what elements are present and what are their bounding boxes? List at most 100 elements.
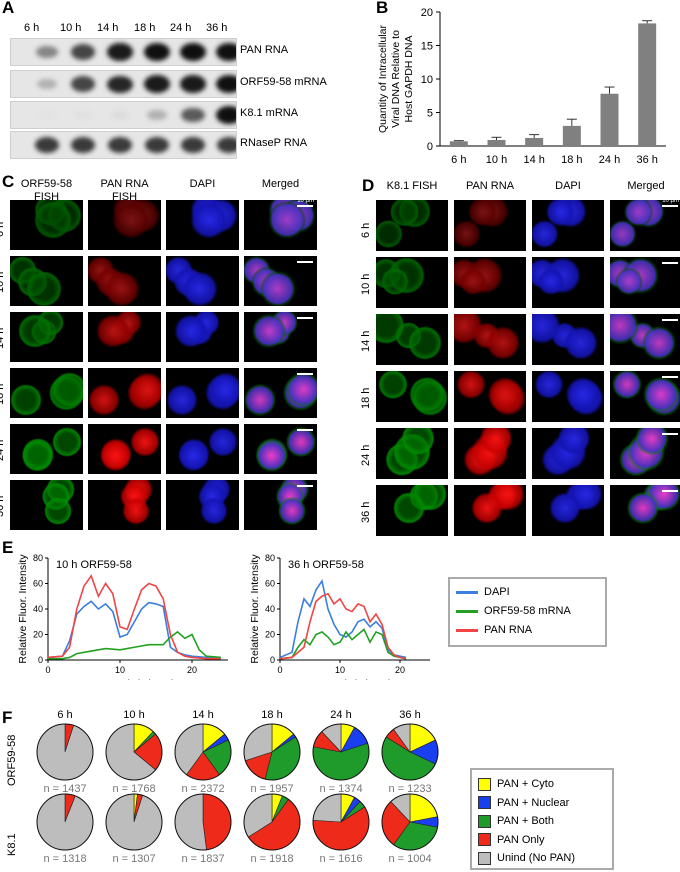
y-tick-label: 60: [265, 579, 275, 589]
blot-band: [144, 137, 170, 153]
microscopy-tile: [454, 200, 526, 251]
pie-chart: [174, 793, 232, 851]
microscopy-tile: [454, 428, 526, 479]
cell: [534, 371, 565, 400]
legend-swatch: [478, 814, 491, 828]
legend-entry: PAN + Nuclear: [478, 795, 569, 811]
pie-row-label: K8.1: [6, 833, 18, 856]
cell: [381, 267, 409, 296]
pie-n-label: n = 1318: [43, 853, 87, 865]
microscopy-tile: [376, 200, 448, 251]
line-legend: DAPI ORF59-58 mRNA PAN RNA: [448, 577, 607, 647]
microscopy-tile: [88, 200, 161, 250]
blot-band: [181, 107, 205, 123]
microscopy-tile: [244, 480, 317, 530]
cell: [200, 496, 229, 526]
microscopy-tile: [376, 314, 448, 365]
cell: [112, 201, 151, 240]
row-label: 14 h: [0, 328, 6, 349]
scale-bar: [662, 319, 678, 321]
blot-band: [144, 43, 170, 61]
blot-timepoint-label: 36 h: [206, 22, 228, 34]
y-tick-label: 5: [427, 108, 433, 120]
column-header: PAN RNA: [465, 180, 515, 192]
microscopy-tile: [166, 424, 239, 474]
microscopy-tile: 10 μm: [244, 200, 317, 250]
scale-bar-label: 10 μm: [297, 200, 314, 204]
cell: [643, 377, 679, 413]
blot-strip: [10, 38, 237, 66]
pie-outline: [312, 723, 370, 781]
cell: [456, 371, 487, 400]
blot-band: [107, 75, 133, 93]
row-label: 6 h: [0, 222, 6, 237]
blot-band: [147, 109, 167, 121]
cell: [564, 326, 598, 360]
cell: [104, 270, 141, 306]
bar-chart-viral-dna: 0 5 10 15 20 Quantity of Intracellular Viral D…: [377, 7, 666, 166]
cell: [10, 383, 43, 416]
y-tick-label: 40: [33, 604, 43, 614]
pie-slice: [202, 793, 232, 851]
cell: [208, 427, 239, 458]
row-label: 14 h: [360, 330, 372, 352]
y-tick-label: 80: [265, 553, 275, 563]
pie-outline: [243, 723, 301, 781]
legend-entry: Unind (No PAN): [478, 850, 575, 866]
blot-timepoint-label: 24 h: [170, 22, 192, 34]
panel-letter-d: D: [362, 176, 375, 195]
chart-title: 10 h ORF59-58: [56, 559, 132, 571]
panel-letter-a: A: [2, 0, 15, 17]
microscopy-tile: [10, 368, 83, 418]
cell: [635, 428, 669, 456]
pie-row-label: ORF59-58: [6, 734, 18, 786]
pie-slice: [174, 793, 207, 851]
pie-n-label: n = 1837: [181, 853, 225, 865]
pie-outline: [381, 723, 439, 781]
legend-label: DAPI: [484, 586, 510, 598]
blot-row-label: ORF59-58 mRNA: [240, 76, 327, 88]
microscopy-tile: [88, 312, 161, 362]
pie-chart: [36, 723, 94, 781]
pie-chart: [105, 793, 163, 851]
column-header: Merged: [261, 178, 300, 190]
blot-band: [216, 106, 236, 124]
cell: [34, 201, 73, 240]
legend-label: PAN + Cyto: [497, 778, 554, 790]
x-tick-label: 0: [277, 665, 282, 675]
microscopy-tile: [10, 424, 83, 474]
pie-timepoint-label: 36 h: [399, 709, 421, 721]
pie-n-label: n = 1307: [112, 853, 156, 865]
microscopy-tile: [88, 256, 161, 306]
legend-swatch: [478, 777, 491, 791]
x-tick-label: 20: [187, 665, 197, 675]
legend-entry: ORF59-58 mRNA: [456, 603, 571, 619]
cell: [88, 383, 121, 416]
legend-swatch: [456, 628, 478, 632]
cell: [129, 371, 161, 407]
y-axis-label: Host GAPDH DNA: [403, 36, 415, 123]
scale-bar: [662, 433, 678, 435]
pie-n-label: n = 1918: [250, 853, 294, 865]
y-tick-label: 0: [270, 655, 275, 665]
cell: [459, 267, 487, 296]
blot-band: [144, 75, 170, 93]
microscopy-tile: [166, 256, 239, 306]
blot-band: [216, 75, 236, 93]
legend-label: PAN + Both: [497, 815, 554, 827]
x-axis-label: Length (Micron): [318, 678, 392, 680]
row-label: 36 h: [0, 496, 6, 517]
cell: [549, 492, 581, 524]
x-tick-label: 18 h: [561, 154, 582, 166]
line-chart-10h: 0 20 40 60 80 0 10 20 10 h ORF59-58 Length (Micro…: [17, 553, 228, 680]
blot-band: [107, 137, 133, 153]
bar: [638, 23, 657, 146]
pie-n-label: n = 2372: [181, 783, 225, 795]
microscopy-tile: [10, 200, 83, 250]
blot-band: [71, 76, 95, 92]
pie-n-label: n = 1233: [388, 783, 432, 795]
pie-timepoint-label: 14 h: [192, 709, 214, 721]
cell: [278, 496, 307, 526]
scale-bar: [662, 376, 678, 378]
pie-chart: [36, 793, 94, 851]
